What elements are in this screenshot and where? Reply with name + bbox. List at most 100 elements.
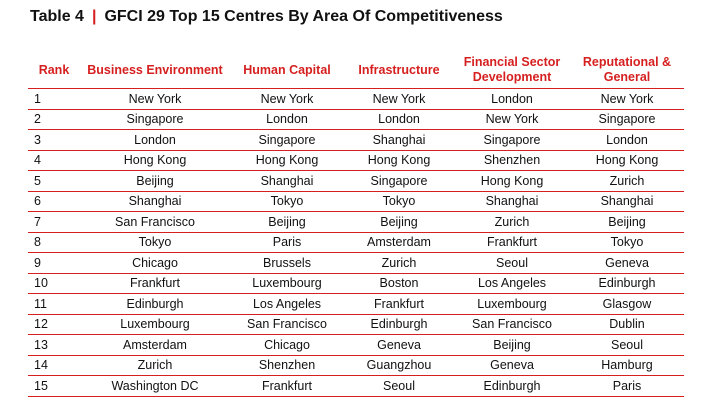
infrastructure-cell: Guangzhou [344,355,454,376]
financial-sector-development-cell: Edinburgh [454,375,570,397]
reputational-general-cell: Tokyo [570,232,684,253]
business-environment-cell: Luxembourg [80,314,230,335]
business-environment-cell: Beijing [80,170,230,192]
table-row: 15 Washington DC Frankfurt Seoul Edinburgh Pa… [28,375,684,397]
human-capital-cell: Shenzhen [230,355,344,376]
table-row: 13 Amsterdam Chicago Geneva Beijing Seoul [28,334,684,356]
financial-sector-development-cell: Beijing [454,334,570,356]
financial-sector-development-cell: Hong Kong [454,170,570,192]
table-row: 14 Zurich Shenzhen Guangzhou Geneva Hamburg [28,355,684,376]
column-header-infrastructure: Infrastructure [344,52,454,89]
human-capital-cell: Tokyo [230,191,344,212]
reputational-general-cell: Seoul [570,334,684,356]
rank-cell: 7 [28,211,80,233]
human-capital-cell: Paris [230,232,344,253]
table-row: 7 San Francisco Beijing Beijing Zurich Beijin… [28,211,684,233]
table-number: Table 4 [30,8,84,25]
infrastructure-cell: Amsterdam [344,232,454,253]
human-capital-cell: Beijing [230,211,344,233]
financial-sector-development-cell: Los Angeles [454,273,570,294]
table-caption: GFCI 29 Top 15 Centres By Area Of Compet… [104,8,503,25]
table-row: 3 London Singapore Shanghai Singapore London [28,129,684,151]
reputational-general-cell: Edinburgh [570,273,684,294]
reputational-general-cell: Glasgow [570,293,684,315]
rank-cell: 4 [28,150,80,171]
table-header: Rank Business Environment Human Capital … [28,52,684,89]
column-header-financial-sector-development: Financial Sector Development [454,52,570,89]
financial-sector-development-cell: New York [454,109,570,130]
human-capital-cell: Shanghai [230,170,344,192]
reputational-general-cell: Paris [570,375,684,397]
table-row: 8 Tokyo Paris Amsterdam Frankfurt Tokyo [28,232,684,253]
business-environment-cell: Hong Kong [80,150,230,171]
reputational-general-cell: Hong Kong [570,150,684,171]
table-body: 1 New York New York New York London New York 2… [28,88,684,397]
header-row: Rank Business Environment Human Capital … [28,52,684,89]
human-capital-cell: London [230,109,344,130]
infrastructure-cell: New York [344,88,454,110]
table-row: 5 Beijing Shanghai Singapore Hong Kong Zurich [28,170,684,192]
infrastructure-cell: Singapore [344,170,454,192]
table-row: 4 Hong Kong Hong Kong Hong Kong Shenzhen Hong… [28,150,684,171]
infrastructure-cell: Zurich [344,252,454,274]
business-environment-cell: Chicago [80,252,230,274]
rank-cell: 5 [28,170,80,192]
financial-sector-development-cell: Singapore [454,129,570,151]
infrastructure-cell: Tokyo [344,191,454,212]
reputational-general-cell: Singapore [570,109,684,130]
reputational-general-cell: Dublin [570,314,684,335]
column-header-rank: Rank [28,52,80,89]
human-capital-cell: San Francisco [230,314,344,335]
reputational-general-cell: London [570,129,684,151]
reputational-general-cell: Geneva [570,252,684,274]
table-row: 2 Singapore London London New York Singapore [28,109,684,130]
infrastructure-cell: Hong Kong [344,150,454,171]
table-row: 9 Chicago Brussels Zurich Seoul Geneva [28,252,684,274]
financial-sector-development-cell: Luxembourg [454,293,570,315]
human-capital-cell: Frankfurt [230,375,344,397]
financial-sector-development-cell: Zurich [454,211,570,233]
reputational-general-cell: Zurich [570,170,684,192]
human-capital-cell: Hong Kong [230,150,344,171]
rank-cell: 15 [28,375,80,397]
reputational-general-cell: Shanghai [570,191,684,212]
table-title: Table 4 | GFCI 29 Top 15 Centres By Area O… [30,8,503,26]
table-row: 1 New York New York New York London New York [28,88,684,110]
business-environment-cell: Edinburgh [80,293,230,315]
rank-cell: 1 [28,88,80,110]
infrastructure-cell: Beijing [344,211,454,233]
financial-sector-development-cell: Frankfurt [454,232,570,253]
human-capital-cell: Brussels [230,252,344,274]
human-capital-cell: Singapore [230,129,344,151]
table-row: 12 Luxembourg San Francisco Edinburgh San Fr… [28,314,684,335]
ranking-table: Rank Business Environment Human Capital … [28,52,684,397]
financial-sector-development-cell: San Francisco [454,314,570,335]
human-capital-cell: Los Angeles [230,293,344,315]
business-environment-cell: Amsterdam [80,334,230,356]
business-environment-cell: London [80,129,230,151]
business-environment-cell: Singapore [80,109,230,130]
infrastructure-cell: London [344,109,454,130]
business-environment-cell: Washington DC [80,375,230,397]
column-header-human-capital: Human Capital [230,52,344,89]
rank-cell: 3 [28,129,80,151]
column-header-reputational-general: Reputational & General [570,52,684,89]
business-environment-cell: Frankfurt [80,273,230,294]
business-environment-cell: San Francisco [80,211,230,233]
infrastructure-cell: Boston [344,273,454,294]
rank-cell: 6 [28,191,80,212]
rank-cell: 10 [28,273,80,294]
business-environment-cell: New York [80,88,230,110]
rank-cell: 12 [28,314,80,335]
rank-cell: 2 [28,109,80,130]
reputational-general-cell: New York [570,88,684,110]
reputational-general-cell: Beijing [570,211,684,233]
financial-sector-development-cell: London [454,88,570,110]
financial-sector-development-cell: Seoul [454,252,570,274]
business-environment-cell: Tokyo [80,232,230,253]
financial-sector-development-cell: Shanghai [454,191,570,212]
financial-sector-development-cell: Geneva [454,355,570,376]
rank-cell: 14 [28,355,80,376]
table-row: 11 Edinburgh Los Angeles Frankfurt Luxembour… [28,293,684,315]
human-capital-cell: New York [230,88,344,110]
